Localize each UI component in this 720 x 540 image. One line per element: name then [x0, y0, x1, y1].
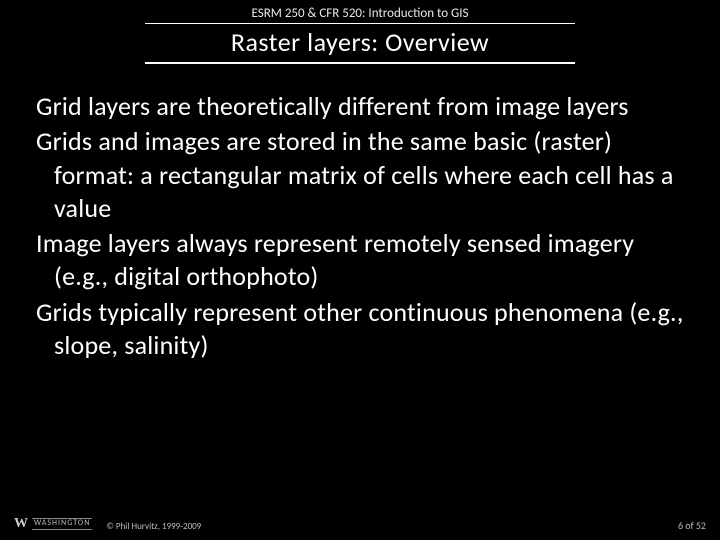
paragraph: Grids and images are stored in the same …: [36, 125, 684, 225]
slide-content: Grid layers are theoretically different …: [0, 64, 720, 362]
slide-footer: W WASHINGTON © Phil Hurvitz, 1999-2009 6…: [0, 516, 720, 532]
logo-text: WASHINGTON: [32, 518, 92, 530]
paragraph: Image layers always represent remotely s…: [36, 227, 684, 294]
paragraph: Grids typically represent other continuo…: [36, 296, 684, 363]
university-logo: W WASHINGTON: [14, 516, 92, 532]
paragraph: Grid layers are theoretically different …: [36, 90, 684, 123]
slide-title: Raster layers: Overview: [145, 26, 575, 64]
copyright-text: © Phil Hurvitz, 1999-2009: [106, 521, 201, 532]
course-header: ESRM 250 & CFR 520: Introduction to GIS: [145, 0, 575, 24]
logo-w-icon: W: [14, 516, 28, 532]
page-number: 6 of 52: [678, 519, 706, 532]
